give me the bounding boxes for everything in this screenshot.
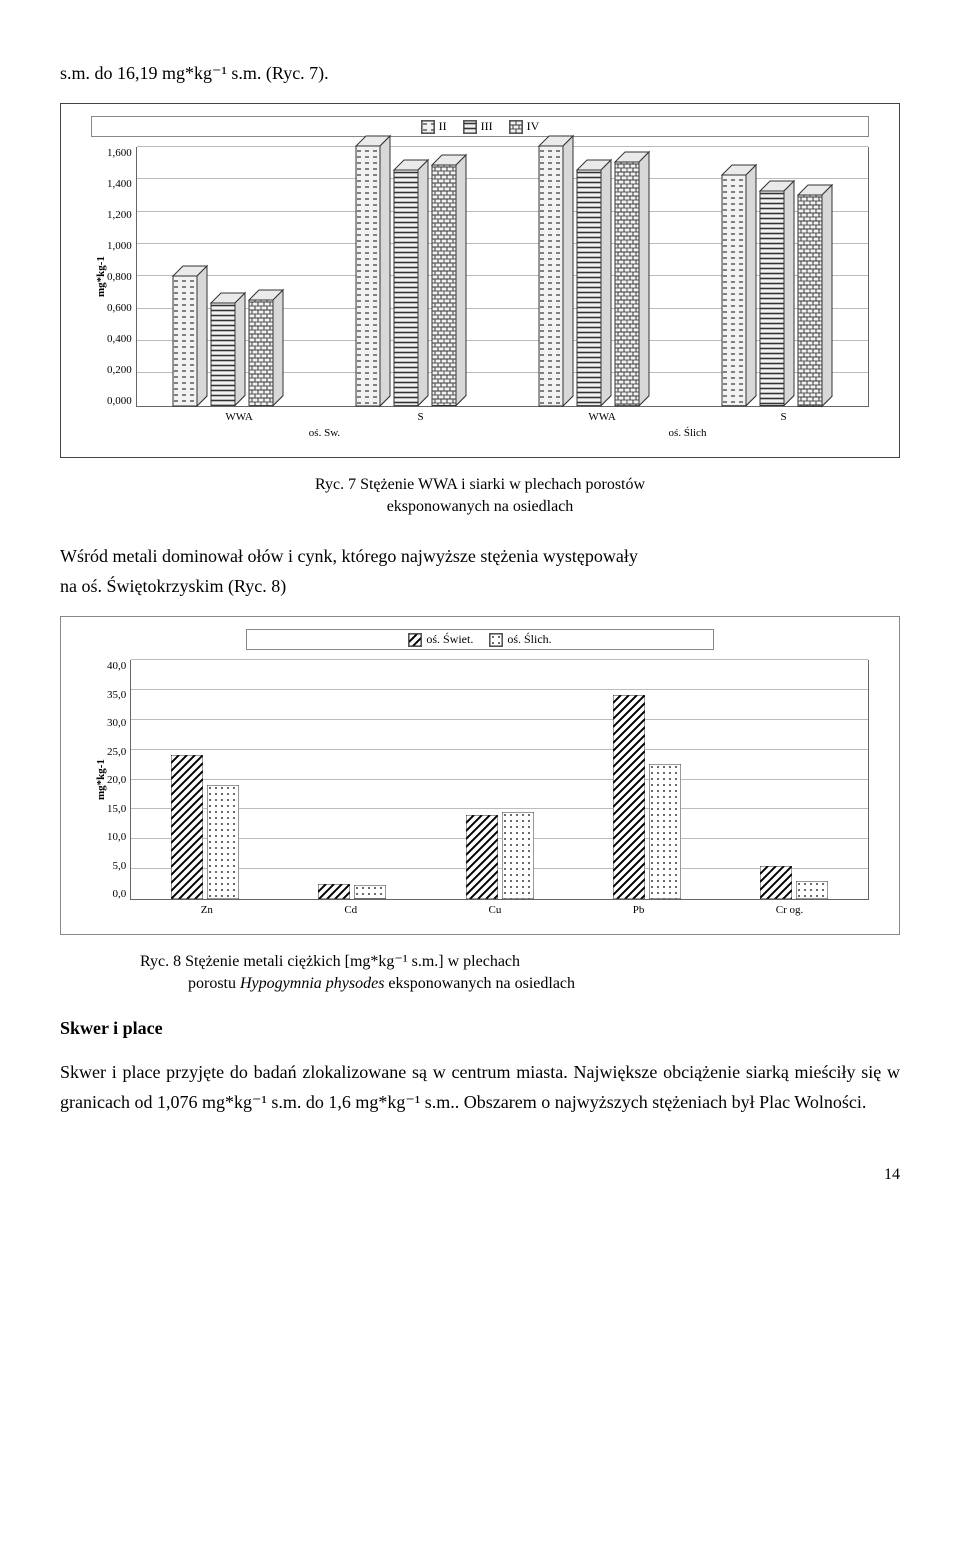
section-heading: Skwer i place: [60, 1018, 900, 1039]
body-para-2: Wśród metali dominował ołów i cynk, któr…: [60, 541, 900, 602]
intro-text: s.m. do 16,19 mg*kg⁻¹ s.m. (Ryc. 7).: [60, 58, 900, 89]
chart-7-caption: Ryc. 7 Stężenie WWA i siarki w plechach …: [60, 474, 900, 519]
page-number: 14: [60, 1166, 900, 1184]
chart-7-ylabel: mg*kg-1: [91, 147, 107, 407]
chart-8-container: oś. Świet. oś. Ślich. mg*kg-1 0,05,010,01…: [60, 616, 900, 935]
chart-7-xsubs: oś. Sw. oś. Ślich: [143, 427, 869, 439]
legend-item: IV: [509, 119, 540, 134]
chart-8-legend: oś. Świet. oś. Ślich.: [246, 629, 715, 650]
chart-7-yticks: 0,0000,2000,4000,6000,8001,0001,2001,400…: [107, 147, 136, 407]
chart-7-container: IIIIIIV mg*kg-1 0,0000,2000,4000,6000,80…: [60, 103, 900, 458]
body-para-3: Skwer i place przyjęte do badań zlokaliz…: [60, 1057, 900, 1118]
chart-8-plot: [130, 660, 869, 900]
chart-7-plot: [136, 147, 869, 407]
legend-item: oś. Ślich.: [489, 632, 551, 647]
chart-8-caption: Ryc. 8 Stężenie metali ciężkich [mg*kg⁻¹…: [60, 951, 900, 996]
legend-item: oś. Świet.: [408, 632, 473, 647]
legend-item: III: [463, 119, 493, 134]
chart-7-xcats: WWASWWAS: [143, 411, 869, 423]
legend-item: II: [421, 119, 447, 134]
chart-8-xcats: ZnCdCuPbCr og.: [135, 904, 869, 916]
chart-8-yticks: 0,05,010,015,020,025,030,035,040,0: [107, 660, 130, 900]
chart-7-legend: IIIIIIV: [92, 119, 868, 134]
chart-8-ylabel: mg*kg-1: [91, 660, 107, 900]
